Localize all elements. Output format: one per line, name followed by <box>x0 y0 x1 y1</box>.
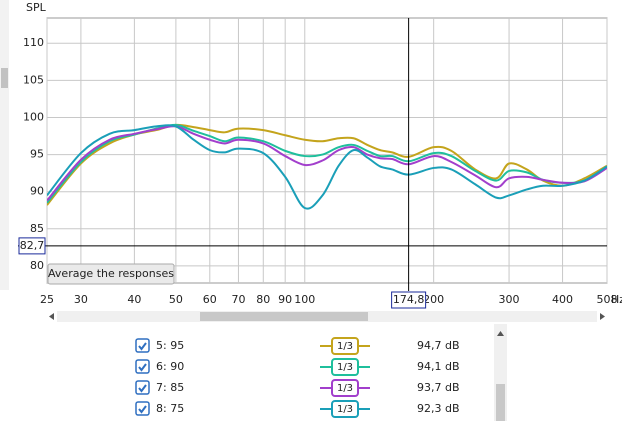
smoothing-icon[interactable] <box>331 337 359 355</box>
x-tick-label: 90 <box>278 293 292 306</box>
cursor-reading: 92,3 dB <box>417 402 460 415</box>
smoothing-icon[interactable] <box>331 379 359 397</box>
response-curve <box>47 123 607 204</box>
average-button[interactable] <box>47 263 175 285</box>
smoothing-label[interactable]: 1/3 <box>337 404 353 415</box>
side-scroll-thumb[interactable] <box>1 68 8 88</box>
checkbox[interactable] <box>135 359 150 374</box>
checkbox[interactable] <box>135 338 150 353</box>
checkbox[interactable] <box>135 380 150 395</box>
smoothing-label[interactable]: 1/3 <box>337 341 353 352</box>
average-button-label[interactable]: Average the responses <box>48 267 174 280</box>
x-tick-label: 25 <box>40 293 54 306</box>
x-tick-label: 100 <box>294 293 315 306</box>
legend-label: 5: 95 <box>156 339 184 352</box>
x-unit-label: Hz <box>611 293 622 306</box>
scroll-left[interactable] <box>49 313 54 320</box>
y-tick-label: 95 <box>30 148 44 161</box>
smoothing-label[interactable]: 1/3 <box>337 383 353 394</box>
legend-label: 6: 90 <box>156 360 184 373</box>
x-tick-label: 70 <box>231 293 245 306</box>
cursor-reading: 93,7 dB <box>417 381 460 394</box>
y-tick-label: 90 <box>30 185 44 198</box>
side-scrollbar[interactable] <box>0 0 9 290</box>
h-scroll-thumb[interactable] <box>200 312 368 321</box>
x-tick-label: 508 <box>597 293 618 306</box>
cursor-x-box <box>391 291 427 309</box>
cursor-y-readout: 82,7 <box>20 239 45 252</box>
y-tick-label: 110 <box>23 36 44 49</box>
legend-list <box>128 324 508 421</box>
scroll-right[interactable] <box>600 313 605 320</box>
cursor-reading: 94,7 dB <box>417 339 460 352</box>
cursor-x-readout: 174,8 <box>393 293 425 306</box>
checkbox[interactable] <box>135 401 150 416</box>
x-tick-label: 30 <box>74 293 88 306</box>
response-curve <box>47 124 607 210</box>
plot-area <box>46 17 608 284</box>
x-tick-label: 400 <box>552 293 573 306</box>
y-tick-label: 100 <box>23 110 44 123</box>
checkmark[interactable] <box>138 405 147 414</box>
checkmark[interactable] <box>138 384 147 393</box>
smoothing-label[interactable]: 1/3 <box>337 362 353 373</box>
checkmark[interactable] <box>138 342 147 351</box>
x-tick-label: 300 <box>499 293 520 306</box>
y-tick-label: 105 <box>23 73 44 86</box>
legend-label: 7: 85 <box>156 381 184 394</box>
y-tick-label: 85 <box>30 222 44 235</box>
list-scroll-thumb[interactable] <box>496 384 505 421</box>
x-tick-label: 200 <box>423 293 444 306</box>
x-tick-label: 40 <box>127 293 141 306</box>
x-tick-label: 80 <box>256 293 270 306</box>
y-tick-label: 80 <box>30 259 44 272</box>
smoothing-icon[interactable] <box>331 400 359 418</box>
legend-label: 8: 75 <box>156 402 184 415</box>
cursor-y-box <box>18 237 46 255</box>
cursor-reading: 94,1 dB <box>417 360 460 373</box>
smoothing-icon[interactable] <box>331 358 359 376</box>
checkmark[interactable] <box>138 363 147 372</box>
x-tick-label: 50 <box>169 293 183 306</box>
curves <box>47 123 607 210</box>
list-scroll-up[interactable] <box>497 331 504 336</box>
x-tick-label: 60 <box>203 293 217 306</box>
y-axis-label: SPL <box>26 1 47 14</box>
